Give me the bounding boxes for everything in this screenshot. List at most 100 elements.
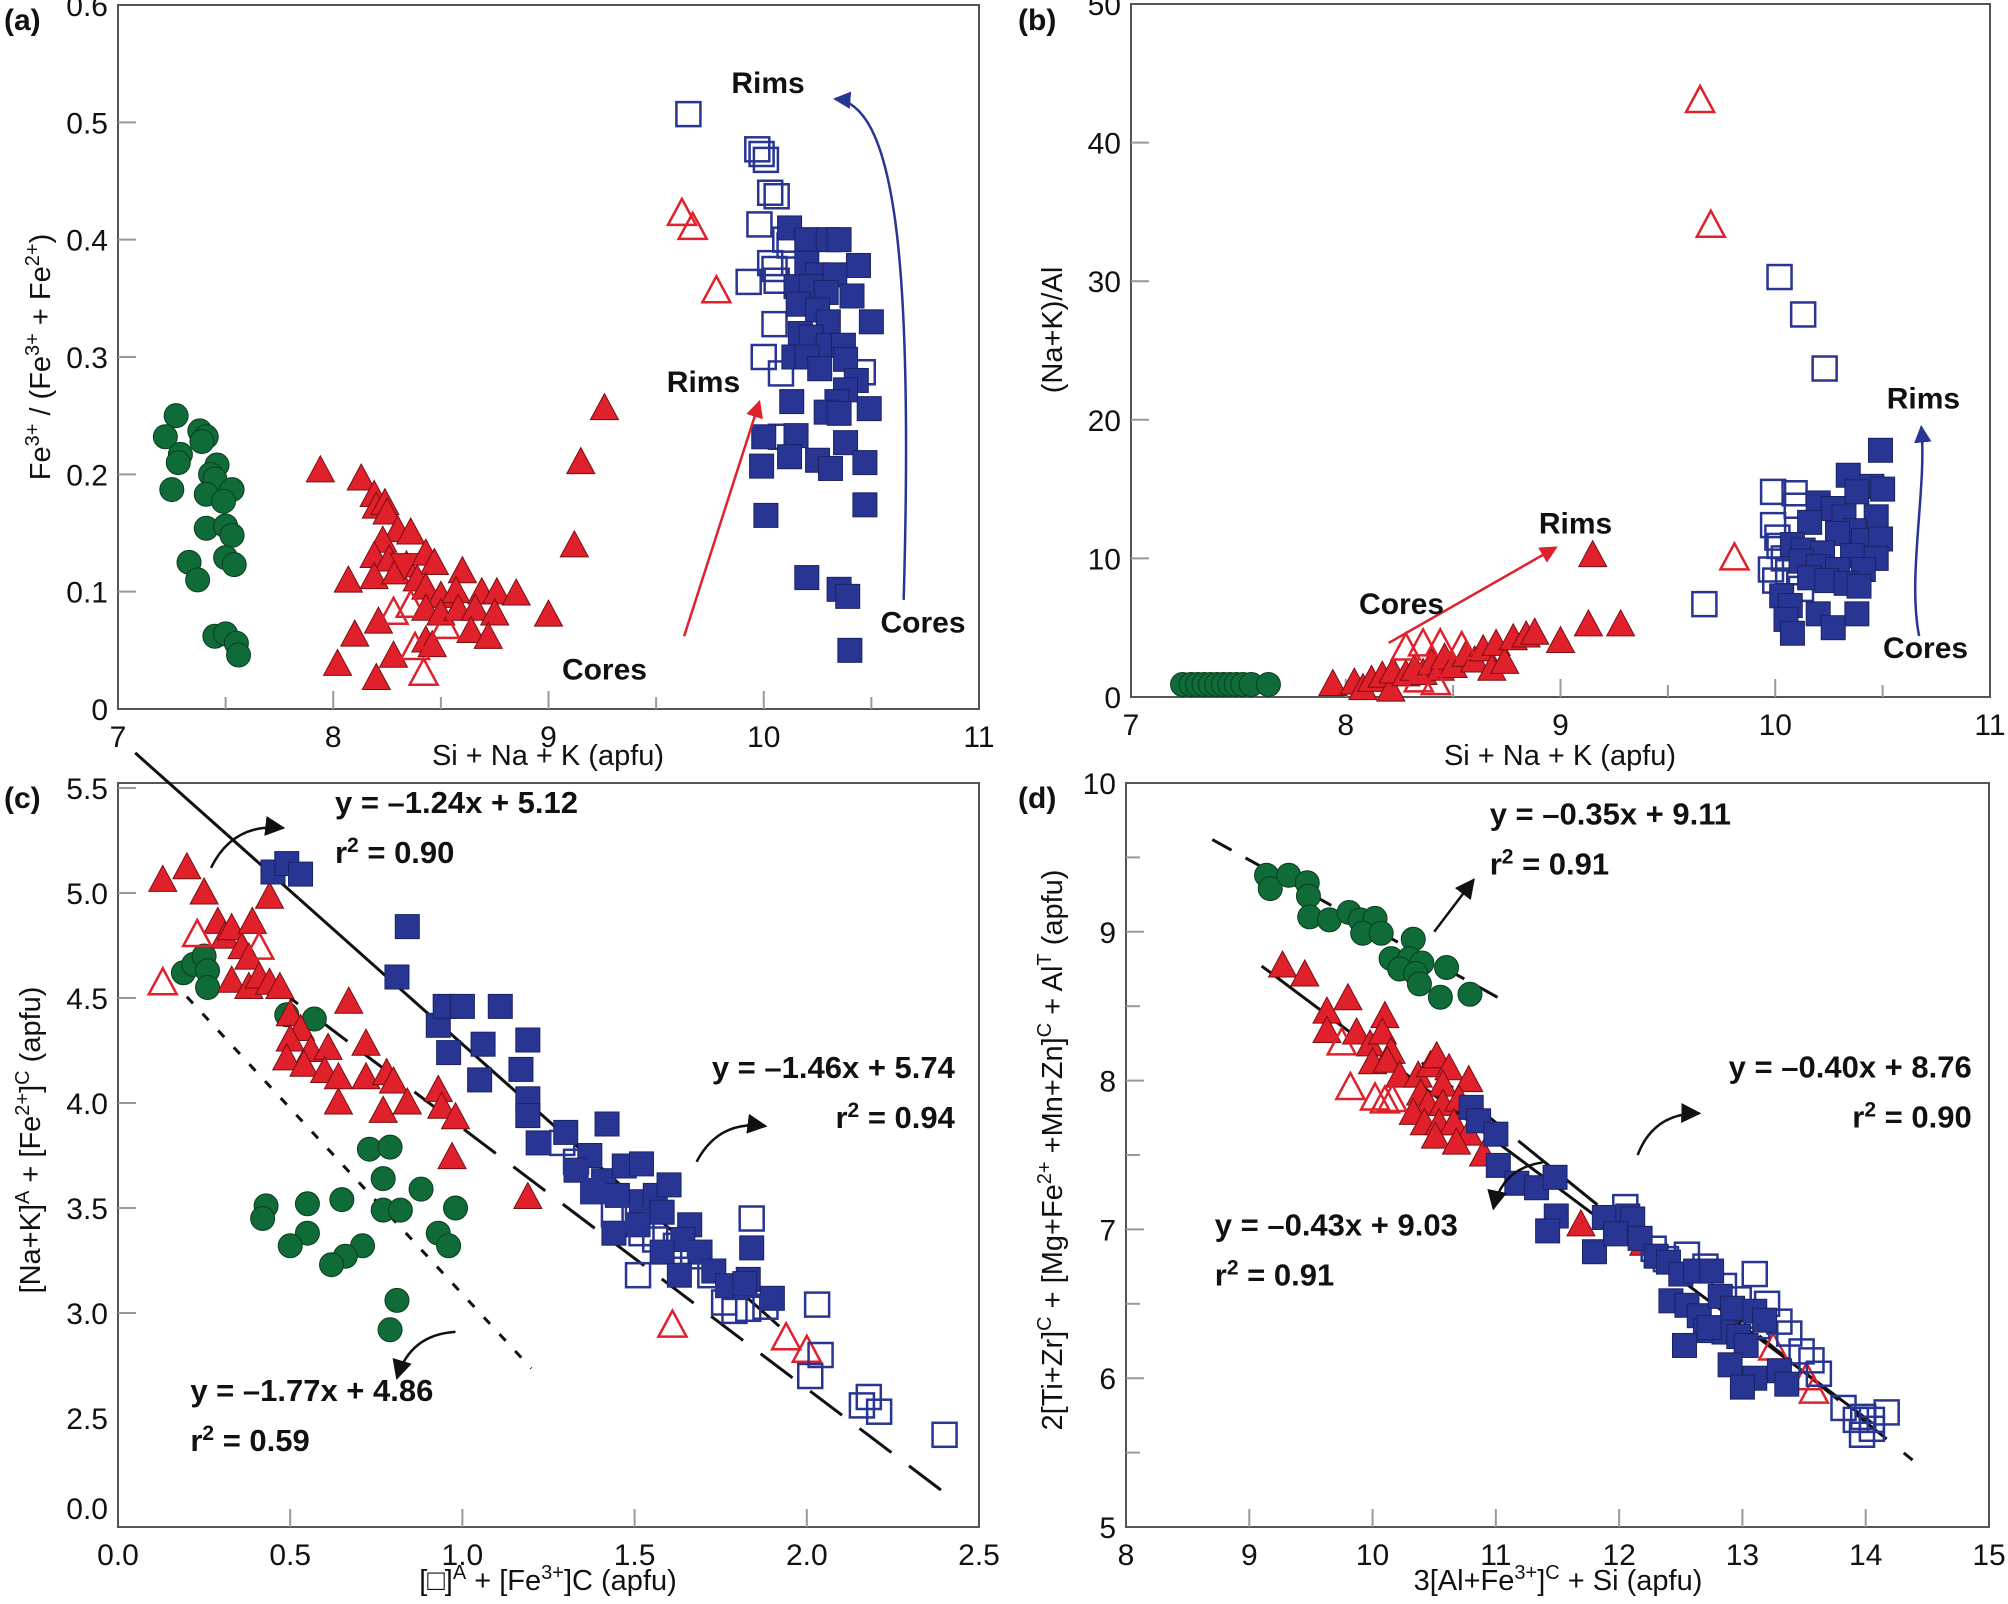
equation-pointer-arrow bbox=[695, 1113, 768, 1163]
data-point bbox=[562, 1148, 590, 1176]
title-part: ) bbox=[25, 234, 57, 244]
data-point bbox=[744, 136, 771, 163]
data-point bbox=[234, 942, 264, 970]
data-point bbox=[1867, 437, 1893, 463]
trend-arrow bbox=[682, 399, 763, 637]
data-point bbox=[577, 1143, 603, 1168]
data-point bbox=[363, 606, 394, 634]
data-point bbox=[333, 565, 364, 593]
axes-frame bbox=[117, 782, 980, 1528]
x-tick-label: 11 bbox=[1974, 709, 2005, 742]
superscript: 3+ bbox=[1514, 1562, 1537, 1584]
y-tick-label: 4.5 bbox=[66, 983, 108, 1016]
trend-arrow bbox=[1914, 424, 1932, 637]
x-tick-label: 12 bbox=[1602, 1539, 1635, 1572]
data-point bbox=[753, 502, 779, 528]
data-point bbox=[394, 588, 427, 618]
data-point bbox=[487, 993, 513, 1019]
data-point bbox=[642, 1226, 669, 1253]
y-tick-label: 0 bbox=[91, 694, 108, 727]
data-point bbox=[1441, 1127, 1472, 1155]
data-point bbox=[333, 986, 364, 1014]
x-tick-label: 11 bbox=[963, 721, 994, 754]
data-point bbox=[189, 876, 219, 905]
data-point bbox=[322, 648, 353, 676]
data-point bbox=[770, 1320, 803, 1351]
x-tick-label: 1.5 bbox=[614, 1539, 656, 1572]
series-red-open-triangles bbox=[377, 196, 733, 687]
data-point bbox=[1267, 949, 1298, 978]
superscript: 2+ bbox=[22, 243, 44, 266]
x-tick-label: 9 bbox=[1241, 1539, 1258, 1572]
data-point bbox=[147, 864, 178, 892]
data-point bbox=[763, 183, 790, 210]
data-point bbox=[1318, 668, 1348, 697]
data-point bbox=[351, 1061, 381, 1090]
data-point bbox=[752, 1293, 779, 1320]
x-tick-label: 0.0 bbox=[97, 1539, 139, 1572]
title-part: ] bbox=[15, 1085, 47, 1093]
series-red-filled-triangles-down bbox=[389, 553, 420, 581]
data-point bbox=[289, 1049, 319, 1077]
data-point bbox=[219, 522, 245, 548]
panel-label: (d) bbox=[1018, 782, 1056, 815]
data-point bbox=[1434, 955, 1460, 981]
title-part: □ bbox=[427, 1565, 445, 1597]
data-point bbox=[1671, 1332, 1697, 1358]
data-point bbox=[665, 196, 699, 227]
annotation-rims: Rims bbox=[667, 366, 740, 399]
panel-label: (b) bbox=[1018, 4, 1056, 37]
data-point bbox=[271, 1042, 302, 1071]
data-point bbox=[339, 619, 370, 647]
data-point bbox=[783, 423, 809, 449]
data-point bbox=[436, 1233, 462, 1259]
data-point bbox=[533, 599, 564, 627]
data-point bbox=[759, 1285, 785, 1311]
data-point bbox=[351, 1028, 381, 1056]
data-point bbox=[1759, 478, 1787, 506]
data-point bbox=[855, 1383, 883, 1411]
data-point bbox=[1797, 509, 1823, 535]
title-part: C bbox=[572, 1565, 593, 1597]
x-tick-label: 7 bbox=[1123, 709, 1140, 742]
series-red-filled-triangles bbox=[1267, 949, 1659, 1256]
data-point bbox=[1863, 504, 1889, 530]
title-part: +Mn+Zn] bbox=[1037, 1037, 1069, 1161]
data-point bbox=[1376, 674, 1406, 702]
data-point bbox=[845, 252, 871, 278]
data-point bbox=[467, 1067, 493, 1093]
data-point bbox=[372, 496, 402, 525]
panel-a: (a) Si + Na + K (apfu) Fe3+ / (Fe3+ + Fe… bbox=[4, 0, 995, 772]
y-tick-label: 5.0 bbox=[66, 878, 108, 911]
title-part: + [Mg+Fe bbox=[1037, 1184, 1069, 1316]
data-point bbox=[735, 1295, 762, 1323]
data-point bbox=[1717, 1352, 1743, 1378]
data-point bbox=[1789, 301, 1817, 328]
data-point bbox=[1858, 1415, 1886, 1443]
panel-b: (b) Si + Na + K (apfu) (Na+K)/Al 7 8 9 10 11… bbox=[1018, 0, 2006, 772]
data-point bbox=[761, 310, 788, 338]
data-point bbox=[580, 1178, 606, 1204]
data-point bbox=[865, 1398, 893, 1425]
data-point bbox=[600, 1201, 628, 1228]
data-point bbox=[856, 396, 882, 422]
data-point bbox=[1811, 355, 1838, 382]
data-point bbox=[1424, 626, 1457, 657]
data-point bbox=[1406, 626, 1440, 657]
data-point bbox=[621, 1205, 648, 1232]
data-point bbox=[254, 881, 285, 909]
data-point bbox=[835, 583, 861, 609]
plot-area: 7 8 9 10 11 0 10 20 30 40 50 Rims Cores Rims Cores bbox=[1088, 0, 2006, 742]
data-point bbox=[826, 400, 852, 426]
title-part: + Si (apfu) bbox=[1560, 1565, 1703, 1597]
data-point bbox=[377, 1317, 403, 1343]
data-point bbox=[479, 597, 510, 626]
data-point bbox=[394, 914, 420, 940]
regression-equation: y = –0.43x + 9.03 bbox=[1215, 1207, 1458, 1242]
y-tick-label: 50 bbox=[1088, 0, 1121, 22]
data-point bbox=[1384, 1060, 1415, 1088]
data-point bbox=[294, 1220, 320, 1246]
data-point bbox=[1798, 1347, 1825, 1374]
y-tick-label: 0.1 bbox=[66, 577, 108, 610]
data-point bbox=[443, 1195, 469, 1221]
